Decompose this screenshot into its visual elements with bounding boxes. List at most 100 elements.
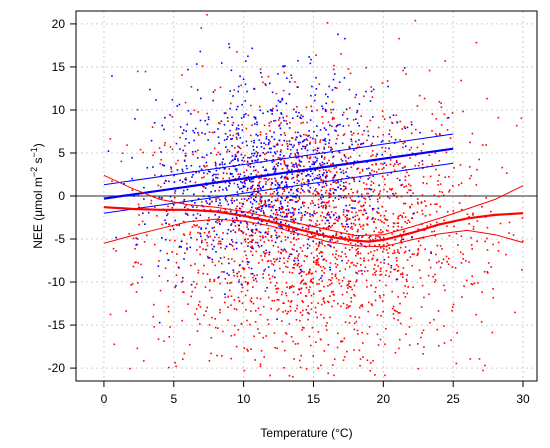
blue-point [264, 83, 267, 85]
red-point [334, 262, 337, 265]
blue-point [255, 159, 257, 162]
red-point [452, 209, 455, 212]
red-point [224, 278, 227, 280]
blue-point [233, 200, 236, 202]
red-point [316, 220, 319, 222]
red-point [220, 243, 222, 245]
blue-point [231, 124, 234, 126]
red-point [285, 281, 288, 284]
red-point [399, 273, 402, 276]
red-point [481, 206, 483, 208]
blue-point [296, 164, 298, 167]
red-point [421, 209, 423, 212]
red-point [360, 115, 362, 117]
blue-point [313, 161, 316, 164]
blue-point [207, 116, 210, 118]
blue-point [207, 257, 210, 259]
red-point [298, 359, 301, 362]
red-point [209, 278, 211, 281]
red-point [353, 349, 355, 351]
red-ci-lower-line [103, 218, 524, 248]
red-point [358, 218, 361, 220]
blue-point [290, 218, 292, 221]
red-point [397, 251, 399, 253]
red-point [370, 303, 373, 305]
blue-point [160, 174, 163, 177]
red-point [306, 139, 309, 142]
red-point [351, 261, 354, 264]
red-point [328, 192, 331, 195]
red-point [348, 235, 350, 238]
red-point [254, 359, 257, 361]
red-point [306, 255, 308, 258]
blue-point [251, 185, 253, 188]
red-point [347, 305, 350, 308]
red-point [376, 198, 379, 201]
red-point [198, 300, 201, 303]
red-point [259, 134, 262, 136]
blue-point [336, 124, 338, 127]
red-point [404, 202, 407, 205]
red-point [284, 177, 286, 180]
blue-point [174, 190, 177, 192]
red-point [299, 311, 302, 314]
red-point [235, 155, 238, 158]
red-point [126, 144, 128, 146]
red-point [334, 218, 336, 221]
red-point [331, 273, 333, 275]
blue-point [262, 151, 264, 154]
red-point [319, 139, 322, 141]
red-point [213, 280, 216, 283]
blue-point [277, 162, 280, 164]
red-point [352, 191, 354, 194]
red-point [296, 175, 298, 177]
blue-point [250, 193, 253, 196]
red-point [283, 216, 286, 218]
blue-point [346, 214, 348, 217]
red-point [296, 179, 299, 181]
blue-point [292, 195, 294, 198]
y-tick-label: 0 [58, 189, 65, 203]
red-point [270, 184, 273, 186]
blue-point [348, 147, 351, 149]
blue-point [322, 174, 324, 177]
blue-point [326, 219, 328, 222]
red-point [288, 143, 291, 146]
red-point [470, 283, 473, 285]
red-point [199, 246, 201, 248]
red-point [501, 166, 504, 169]
red-point [412, 286, 414, 289]
red-point [409, 256, 412, 258]
blue-point [323, 148, 326, 150]
red-point [323, 158, 326, 160]
red-point [256, 297, 259, 299]
red-point [248, 234, 251, 237]
blue-point [324, 143, 327, 146]
blue-point [235, 108, 238, 111]
blue-point [153, 122, 156, 124]
red-point [436, 203, 438, 206]
blue-point [293, 195, 295, 198]
red-point [331, 118, 334, 121]
blue-point [293, 166, 295, 168]
red-point [448, 189, 451, 191]
blue-point [252, 210, 254, 212]
blue-point [290, 253, 293, 256]
red-point [203, 314, 205, 317]
red-point [270, 206, 272, 208]
red-point [316, 224, 318, 227]
red-point [478, 358, 481, 360]
blue-point [328, 142, 330, 144]
red-point [238, 228, 240, 230]
blue-point [237, 90, 240, 93]
blue-point [280, 248, 283, 251]
blue-point [246, 261, 249, 263]
blue-point [324, 138, 326, 140]
red-point [163, 144, 166, 146]
red-point [153, 243, 156, 246]
blue-point [352, 216, 354, 219]
red-point [336, 258, 338, 261]
red-point [176, 253, 178, 255]
red-point [328, 222, 331, 224]
red-point [209, 235, 212, 238]
